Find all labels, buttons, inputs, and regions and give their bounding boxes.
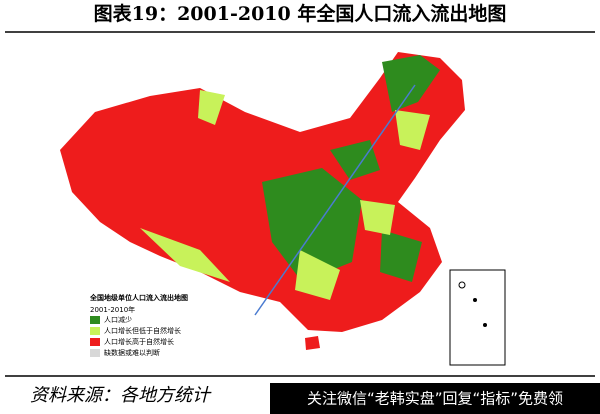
inset-island bbox=[483, 323, 487, 327]
source: 资料来源：各地方统计 bbox=[30, 385, 212, 406]
legend-swatch bbox=[90, 316, 100, 324]
region-yellow bbox=[360, 200, 395, 235]
legend-title: 全国地级单位人口流入流出地图 bbox=[89, 293, 188, 302]
legend-swatch bbox=[90, 338, 100, 346]
region-green bbox=[380, 230, 422, 282]
inset-island bbox=[473, 298, 477, 302]
hu-line bbox=[254, 84, 416, 316]
region-yellow bbox=[140, 228, 230, 282]
region-red bbox=[60, 52, 465, 332]
legend-swatch bbox=[90, 349, 100, 357]
region-yellow bbox=[395, 110, 430, 150]
legend: 全国地级单位人口流入流出地图 2001-2010年 人口减少人口增长但低于自然增… bbox=[89, 293, 188, 357]
island bbox=[305, 336, 320, 350]
region-yellow bbox=[295, 250, 340, 300]
legend-subtitle: 2001-2010年 bbox=[90, 305, 135, 314]
watermark: 关注微信“老韩实盘”回复“指标”免费领 bbox=[307, 390, 563, 408]
region-green bbox=[382, 55, 440, 112]
region-yellow bbox=[198, 90, 225, 125]
legend-swatch bbox=[90, 327, 100, 335]
title: 图表19：2001-2010 年全国人口流入流出地图 bbox=[94, 2, 507, 25]
inset bbox=[449, 269, 506, 366]
legend-label: 人口减少 bbox=[104, 315, 132, 324]
legend-label: 人口增长但低于自然增长 bbox=[104, 326, 181, 335]
region-green bbox=[330, 140, 380, 180]
legend-label: 人口增长高于自然增长 bbox=[104, 337, 174, 346]
map bbox=[60, 52, 506, 366]
inset-island bbox=[458, 281, 466, 289]
watermark-box bbox=[270, 383, 600, 414]
legend-label: 缺数据或难以判断 bbox=[104, 348, 160, 357]
